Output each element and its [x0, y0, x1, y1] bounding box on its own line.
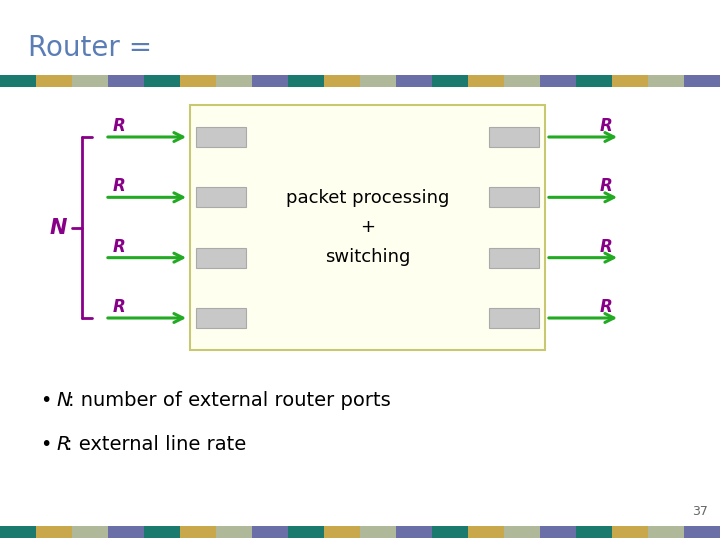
Text: N: N [49, 218, 67, 238]
Bar [196, 248, 246, 268]
Bar [36, 526, 72, 538]
Bar [612, 526, 648, 538]
Bar [489, 127, 539, 147]
Text: R: R [113, 238, 126, 255]
Text: : number of external router ports: : number of external router ports [68, 390, 391, 409]
Bar [489, 187, 539, 207]
Bar [144, 75, 180, 87]
Bar [36, 75, 72, 87]
Bar [190, 105, 545, 350]
Text: R: R [599, 177, 612, 195]
Bar [196, 308, 246, 328]
Bar [504, 75, 540, 87]
Bar [396, 75, 432, 87]
Bar [72, 526, 108, 538]
Bar [576, 526, 612, 538]
Bar [180, 75, 216, 87]
Text: R: R [113, 298, 126, 316]
Bar [0, 526, 36, 538]
Text: R: R [56, 435, 70, 455]
Bar [576, 75, 612, 87]
Text: R: R [599, 238, 612, 255]
Bar [468, 526, 504, 538]
Bar [612, 75, 648, 87]
Bar [432, 75, 468, 87]
Bar [396, 526, 432, 538]
Bar [324, 75, 360, 87]
Bar [360, 526, 396, 538]
Text: •: • [40, 435, 51, 455]
Bar [684, 526, 720, 538]
Bar [684, 75, 720, 87]
Bar [196, 187, 246, 207]
Bar [360, 75, 396, 87]
Bar [144, 526, 180, 538]
Bar [468, 75, 504, 87]
Bar [196, 127, 246, 147]
Bar [0, 75, 36, 87]
Text: R: R [113, 177, 126, 195]
Text: R: R [113, 117, 126, 135]
Text: : external line rate: : external line rate [66, 435, 246, 455]
Text: N: N [56, 390, 71, 409]
Text: •: • [40, 390, 51, 409]
Bar [540, 526, 576, 538]
Bar [108, 526, 144, 538]
Bar [504, 526, 540, 538]
Bar [180, 526, 216, 538]
Bar [288, 75, 324, 87]
Text: packet processing
+
switching: packet processing + switching [286, 190, 449, 266]
Bar [648, 526, 684, 538]
Text: R: R [599, 117, 612, 135]
Bar [648, 75, 684, 87]
Text: R: R [599, 298, 612, 316]
Bar [72, 75, 108, 87]
Text: 37: 37 [692, 505, 708, 518]
Bar [216, 75, 252, 87]
Bar [432, 526, 468, 538]
Bar [489, 248, 539, 268]
Bar [324, 526, 360, 538]
Text: Router =: Router = [28, 34, 152, 62]
Bar [288, 526, 324, 538]
Bar [252, 75, 288, 87]
Bar [252, 526, 288, 538]
Bar [540, 75, 576, 87]
Bar [216, 526, 252, 538]
Bar [489, 308, 539, 328]
Bar [108, 75, 144, 87]
